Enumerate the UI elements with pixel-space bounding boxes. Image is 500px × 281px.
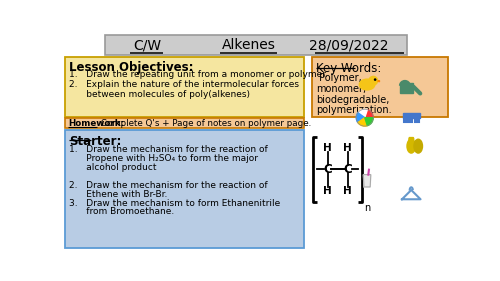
Text: between molecules of poly(alkenes): between molecules of poly(alkenes) <box>68 90 250 99</box>
Text: n: n <box>364 203 370 213</box>
Bar <box>312 57 448 117</box>
Text: H: H <box>344 143 352 153</box>
Wedge shape <box>365 118 374 126</box>
Text: C/W: C/W <box>134 38 162 52</box>
Bar <box>65 118 304 128</box>
Wedge shape <box>365 110 374 118</box>
Bar <box>400 83 413 94</box>
Text: Lesson Objectives:: Lesson Objectives: <box>68 62 193 74</box>
Text: H: H <box>323 143 332 153</box>
Text: Starter:: Starter: <box>68 135 121 148</box>
Text: monomer,: monomer, <box>316 84 366 94</box>
Text: 28/09/2022: 28/09/2022 <box>310 38 389 52</box>
Circle shape <box>374 79 376 80</box>
Text: 2.   Explain the nature of the intermolecular forces: 2. Explain the nature of the intermolecu… <box>68 80 298 89</box>
Text: polymerization.: polymerization. <box>316 105 392 115</box>
Text: 1.   Draw the repeating unit from a monomer or polymer.: 1. Draw the repeating unit from a monome… <box>68 70 328 79</box>
Bar <box>402 113 420 118</box>
Circle shape <box>369 76 378 85</box>
Text: alcohol product: alcohol product <box>68 163 156 172</box>
Text: 2.   Draw the mechanism for the reaction of: 2. Draw the mechanism for the reaction o… <box>68 181 268 190</box>
Text: H: H <box>344 186 352 196</box>
Text: Ethene with Br-Br.: Ethene with Br-Br. <box>68 190 167 199</box>
Bar <box>105 35 408 55</box>
Bar <box>65 130 304 248</box>
Text: 1.   Draw the mechanism for the reaction of: 1. Draw the mechanism for the reaction o… <box>68 145 268 154</box>
Text: Polymer,: Polymer, <box>316 73 362 83</box>
Wedge shape <box>356 113 365 123</box>
Text: C: C <box>323 163 332 176</box>
Ellipse shape <box>409 137 410 141</box>
Ellipse shape <box>412 137 414 141</box>
Text: H: H <box>323 186 332 196</box>
Wedge shape <box>358 118 368 126</box>
Ellipse shape <box>360 79 375 90</box>
Wedge shape <box>378 81 380 82</box>
Text: C: C <box>344 163 352 176</box>
Bar <box>65 57 304 117</box>
Text: Propene with H₂SO₄ to form the major: Propene with H₂SO₄ to form the major <box>68 154 258 163</box>
Text: Complete Q's + Page of notes on polymer page.: Complete Q's + Page of notes on polymer … <box>98 119 312 128</box>
Text: Alkenes: Alkenes <box>222 38 276 52</box>
Wedge shape <box>358 109 368 118</box>
Ellipse shape <box>410 137 412 141</box>
Polygon shape <box>364 175 371 187</box>
Text: Homework:: Homework: <box>68 119 124 128</box>
Ellipse shape <box>414 139 422 153</box>
Text: biodegradable,: biodegradable, <box>316 94 390 105</box>
Text: 3.   Draw the mechanism to form Ethanenitrile: 3. Draw the mechanism to form Ethanenitr… <box>68 198 280 207</box>
Text: from Bromoethane.: from Bromoethane. <box>68 207 174 216</box>
Text: Key Words:: Key Words: <box>316 62 382 75</box>
Ellipse shape <box>407 139 416 153</box>
Ellipse shape <box>411 137 412 141</box>
